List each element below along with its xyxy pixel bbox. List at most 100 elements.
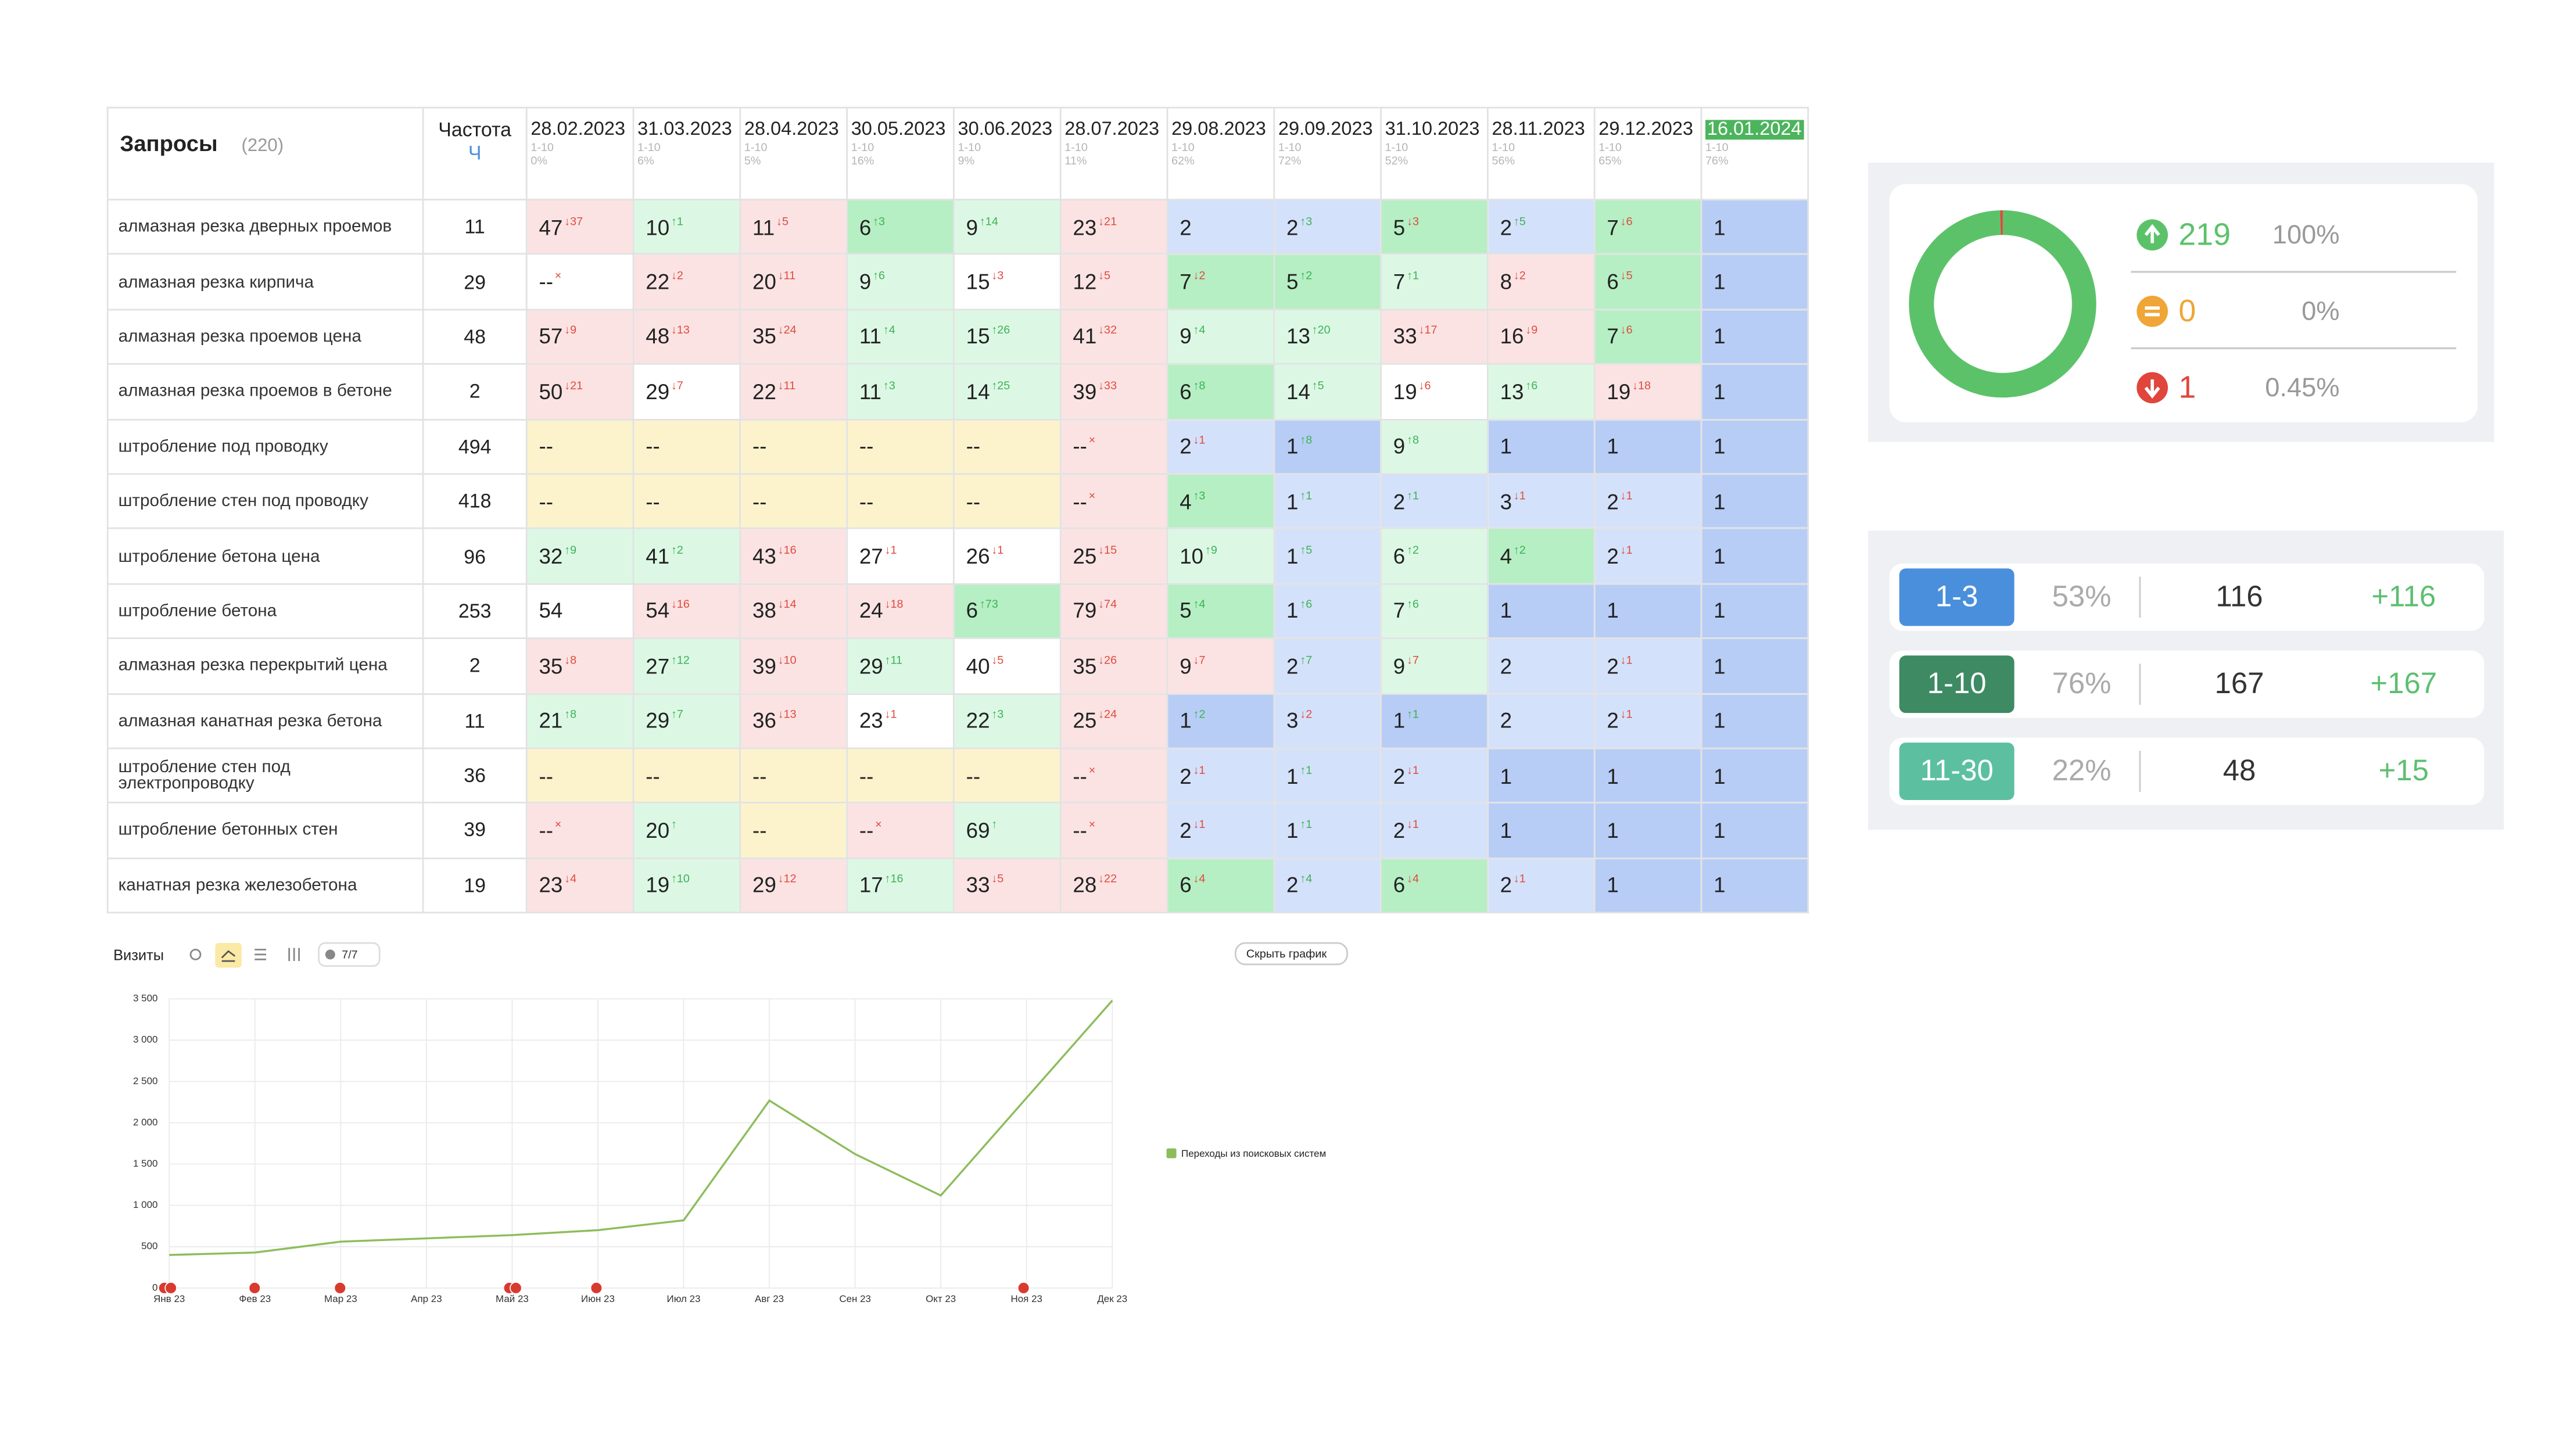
date: 29.09.2023	[1278, 120, 1373, 140]
position: 19	[646, 873, 670, 898]
position-change: ↓14	[777, 600, 797, 612]
query: алмазная резка дверных проемов	[106, 199, 424, 256]
position: 6	[1607, 269, 1619, 295]
position-change: ↑1	[1407, 271, 1419, 283]
position-cell: 1	[1700, 528, 1809, 584]
position: --	[539, 269, 553, 295]
position-cell: 2 ↓1	[1593, 528, 1702, 584]
date-header: 29.09.2023 1-10 72%	[1273, 106, 1382, 200]
filter-button[interactable]	[318, 942, 381, 967]
position-change: ↓1	[1407, 765, 1419, 777]
position-change: ↓10	[777, 655, 797, 667]
position: 36	[752, 708, 776, 733]
position: --	[752, 489, 767, 514]
event-marker[interactable]	[510, 1282, 522, 1294]
position-cell: 50 ↓21	[525, 363, 635, 420]
position-cell: 6 ↑3	[846, 199, 955, 256]
event-marker[interactable]	[164, 1282, 177, 1294]
position-cell: 5 ↑4	[1166, 583, 1275, 640]
date: 28.02.2023	[530, 120, 626, 140]
position-change: ↑2	[1407, 545, 1419, 557]
position-cell: 32 ↑9	[525, 528, 635, 584]
date: 28.11.2023	[1492, 120, 1585, 140]
position-cell: 1	[1593, 802, 1702, 859]
position: 2	[1393, 763, 1406, 788]
position-cell: 36 ↓13	[739, 692, 848, 749]
position-cell: 54	[525, 583, 635, 640]
position-cell: -- ×	[1059, 473, 1168, 530]
position-cell: 1	[1700, 583, 1809, 640]
query-row: канатная резка железобетона 19 23 ↓4 19 ↑10 29…	[106, 857, 1809, 914]
hide-label: Скрыть график	[1246, 948, 1327, 960]
position-change: ↑8	[1300, 436, 1313, 447]
position-change: ↓1	[1620, 545, 1633, 557]
position-cell: 35 ↓26	[1059, 637, 1168, 694]
tool-icon[interactable]	[254, 948, 267, 960]
position: 1	[1607, 873, 1619, 898]
position-change: ↓2	[1193, 271, 1206, 283]
position: 14	[966, 379, 990, 404]
position-cell: 2 ↑4	[1273, 857, 1382, 914]
position: 32	[539, 544, 563, 569]
status-glyph	[2144, 379, 2160, 399]
tool-icon[interactable]	[288, 948, 300, 962]
position: --	[646, 489, 660, 514]
position: 1	[1714, 598, 1726, 623]
position-change: ↑4	[883, 326, 895, 338]
position: 13	[1286, 324, 1310, 349]
hide-button[interactable]	[1234, 942, 1349, 966]
date-header: 30.06.2023 1-10 9%	[953, 106, 1062, 200]
position-change: ↓7	[1407, 655, 1419, 667]
position: 6	[1393, 873, 1406, 898]
position-change: ↓2	[671, 271, 683, 283]
position-change: ↓3	[1407, 216, 1419, 228]
position: 1	[1286, 818, 1299, 843]
position: 2	[1500, 873, 1512, 898]
query-row: алмазная резка проемов цена 48 57 ↓9 48 ↓13 35…	[106, 308, 1809, 365]
date-header: 16.01.2024 1-10 76%	[1700, 106, 1809, 200]
tool-active[interactable]	[215, 943, 242, 968]
position: 1	[1607, 434, 1619, 459]
position-change: ↓1	[1620, 710, 1633, 722]
date-header: 29.08.2023 1-10 62%	[1166, 106, 1275, 200]
event-marker[interactable]	[248, 1282, 261, 1294]
position-cell: -- ×	[525, 253, 635, 310]
position: 19	[1393, 379, 1417, 404]
position-cell: 25 ↓15	[1059, 528, 1168, 584]
event-marker[interactable]	[334, 1282, 347, 1294]
range-label: 1-10	[1385, 143, 1408, 155]
query-row: алмазная резка кирпича 29 -- × 22 ↓2 20 ↓11 9 ↑6 1…	[106, 253, 1809, 310]
position-cell: -- ×	[1059, 747, 1168, 804]
legend-check[interactable]	[1166, 1148, 1177, 1159]
position: 41	[1073, 324, 1097, 349]
position-change: ↑3	[883, 381, 895, 393]
position: 29	[752, 873, 776, 898]
position-cell: 2 ↓1	[1166, 418, 1275, 475]
y-tick-label: 0	[152, 1282, 157, 1293]
query: алмазная канатная резка бетона	[106, 692, 424, 749]
position-change: ↓7	[1193, 655, 1206, 667]
event-marker[interactable]	[590, 1282, 603, 1294]
position-cell: 6 ↓4	[1380, 857, 1489, 914]
position-change: ↑14	[979, 216, 998, 228]
x-tick-label: Май 23	[496, 1293, 529, 1304]
position: 28	[1073, 873, 1097, 898]
position-change: ↓7	[671, 381, 683, 393]
tool-icon[interactable]	[189, 948, 202, 960]
position-cell: --	[846, 418, 955, 475]
position-cell: 2	[1486, 637, 1596, 694]
position-cell: 29 ↓12	[739, 857, 848, 914]
position-change: ↓4	[1407, 874, 1419, 887]
position: --	[859, 818, 874, 843]
date: 29.12.2023	[1598, 120, 1694, 140]
position: 1	[1607, 818, 1619, 843]
position: 33	[1393, 324, 1417, 349]
range-delta: +116	[2371, 580, 2436, 613]
donut-slice	[2000, 210, 2003, 235]
position-cell: 40 ↓5	[953, 637, 1062, 694]
position-cell: 9 ↑14	[953, 199, 1062, 256]
position: 9	[1393, 434, 1406, 459]
position: 21	[539, 708, 563, 733]
event-marker[interactable]	[1017, 1282, 1030, 1294]
position: 24	[859, 598, 883, 623]
